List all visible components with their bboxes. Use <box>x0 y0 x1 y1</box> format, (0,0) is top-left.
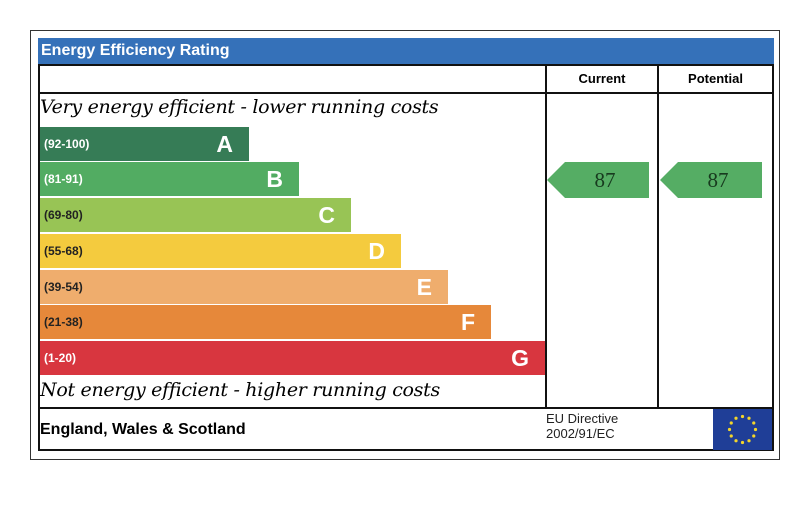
star-icon <box>747 439 751 443</box>
band-a: (92-100) A <box>40 127 249 161</box>
band-range: (1-20) <box>44 351 77 365</box>
band-f: (21-38) F <box>40 305 491 339</box>
divider <box>38 92 774 94</box>
region-label: England, Wales & Scotland <box>40 421 246 438</box>
band-letter: E <box>416 274 432 300</box>
star-icon <box>729 434 733 438</box>
outer-frame <box>30 30 780 460</box>
eu-flag-icon <box>713 409 772 450</box>
band-range: (81-91) <box>44 172 83 186</box>
current-header: Current <box>578 71 626 86</box>
star-icon <box>752 434 756 438</box>
divider <box>38 64 774 66</box>
band-range: (55-68) <box>44 244 83 258</box>
current-rating-arrow: 87 <box>547 162 649 198</box>
divider <box>38 407 774 409</box>
top-caption: Very energy efficient - lower running co… <box>40 96 439 118</box>
chart-title: Energy Efficiency Rating <box>38 38 774 64</box>
eu-directive: EU Directive 2002/91/EC <box>546 411 618 441</box>
star-icon <box>729 421 733 425</box>
star-icon <box>747 416 751 420</box>
band-e: (39-54) E <box>40 270 448 304</box>
band-letter: B <box>266 166 283 192</box>
star-icon <box>740 440 745 445</box>
directive-line-1: EU Directive <box>546 411 619 426</box>
band-letter: D <box>368 238 385 264</box>
band-range: (21-38) <box>44 315 83 329</box>
star-icon <box>740 414 745 419</box>
band-range: (39-54) <box>44 280 83 294</box>
divider <box>545 64 547 409</box>
band-d: (55-68) D <box>40 234 401 268</box>
band-b: (81-91) B <box>40 162 299 196</box>
star-icon <box>752 421 756 425</box>
band-letter: G <box>511 345 529 371</box>
potential-header: Potential <box>688 71 743 86</box>
star-icon <box>734 416 738 420</box>
potential-rating-arrow: 87 <box>660 162 762 198</box>
band-g: (1-20) G <box>40 341 545 375</box>
directive-line-2: 2002/91/EC <box>546 426 615 441</box>
divider <box>657 64 659 409</box>
band-c: (69-80) C <box>40 198 351 232</box>
star-icon <box>753 427 758 432</box>
star-icon <box>727 427 732 432</box>
band-letter: C <box>318 202 335 228</box>
band-range: (69-80) <box>44 208 83 222</box>
bottom-caption: Not energy efficient - higher running co… <box>40 379 440 401</box>
band-letter: F <box>460 309 475 335</box>
band-letter: A <box>216 131 233 157</box>
band-range: (92-100) <box>44 137 90 151</box>
star-icon <box>734 439 738 443</box>
